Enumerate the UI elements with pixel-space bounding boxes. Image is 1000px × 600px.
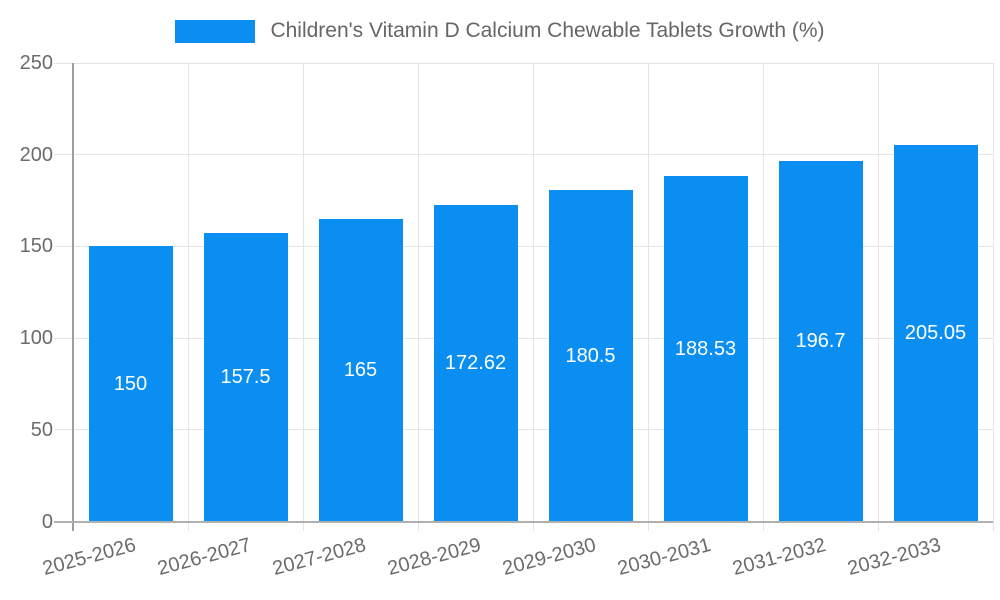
x-grid-line	[992, 63, 994, 531]
bar[interactable]: 172.62	[433, 204, 518, 522]
x-grid-line	[187, 63, 189, 531]
y-tick-label: 50	[30, 418, 53, 441]
y-tick-label: 0	[41, 510, 53, 533]
bar[interactable]: 188.53	[663, 175, 748, 522]
y-grid-line	[54, 62, 993, 64]
x-tick-label: 2029-2030	[500, 534, 599, 581]
bar-value-label: 180.5	[565, 344, 616, 367]
legend-label[interactable]: Children's Vitamin D Calcium Chewable Ta…	[270, 19, 825, 42]
x-axis-line	[54, 521, 993, 523]
bar-value-label: 165	[343, 359, 378, 382]
bar[interactable]: 205.05	[893, 145, 978, 522]
x-grid-line	[532, 63, 534, 531]
x-grid-line	[877, 63, 879, 531]
bar-value-label: 150	[113, 372, 148, 395]
x-grid-line	[417, 63, 419, 531]
legend[interactable]: Children's Vitamin D Calcium Chewable Ta…	[0, 19, 1000, 43]
x-grid-line	[647, 63, 649, 531]
bar-value-label: 172.62	[444, 352, 507, 375]
y-grid-line	[54, 429, 993, 431]
x-tick-label: 2025-2026	[40, 534, 139, 581]
x-tick-label: 2026-2027	[155, 534, 254, 581]
bar-value-label: 196.7	[795, 330, 846, 353]
bar[interactable]: 157.5	[203, 232, 288, 522]
bar[interactable]: 165	[318, 218, 403, 522]
y-grid-line	[54, 337, 993, 339]
x-grid-line	[302, 63, 304, 531]
x-tick-label: 2027-2028	[270, 534, 369, 581]
bar-value-label: 157.5	[220, 366, 271, 389]
y-axis-line	[72, 63, 74, 531]
x-tick-label: 2032-2033	[845, 534, 944, 581]
y-tick-label: 100	[19, 327, 53, 350]
y-tick-label: 150	[19, 235, 53, 258]
x-tick-label: 2031-2032	[730, 534, 829, 581]
y-tick-label: 250	[19, 52, 53, 74]
x-tick-label: 2028-2029	[385, 534, 484, 581]
y-grid-line	[54, 245, 993, 247]
bar[interactable]: 150	[88, 246, 173, 522]
bar-value-label: 205.05	[904, 322, 967, 345]
bar[interactable]: 180.5	[548, 190, 633, 522]
y-grid-line	[54, 154, 993, 156]
bar[interactable]: 196.7	[778, 160, 863, 522]
legend-swatch[interactable]	[175, 19, 256, 43]
x-tick-label: 2030-2031	[615, 534, 714, 581]
bar-value-label: 188.53	[674, 337, 737, 360]
x-grid-line	[762, 63, 764, 531]
y-tick-label: 200	[19, 143, 53, 166]
